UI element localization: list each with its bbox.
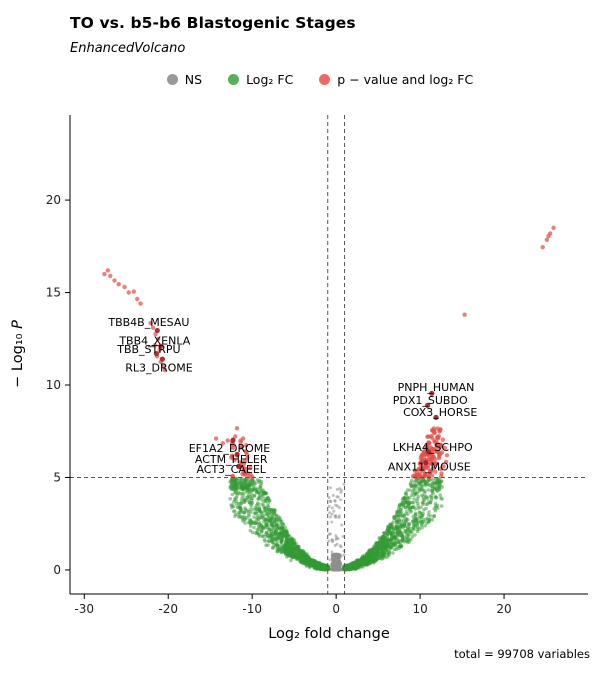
y-tick-label: 5: [53, 470, 61, 484]
gene-label: PDX1_SUBDO: [393, 394, 468, 407]
threshold-lines: [70, 115, 588, 594]
gene-label: TBB4_XENLA: [118, 335, 190, 348]
x-tick-label: 10: [412, 602, 427, 616]
legend-item: p − value and log₂ FC: [319, 72, 473, 87]
gene-label: LKHA4_SCHPO: [393, 441, 473, 454]
chart-subtitle: EnhancedVolcano: [70, 41, 186, 56]
y-tick-label: 20: [46, 193, 61, 207]
gene-label: EF1A2_DROME: [189, 442, 271, 455]
legend-item: NS: [166, 72, 203, 87]
x-tick-label: 0: [332, 602, 340, 616]
caption: total = 99708 variables: [454, 647, 590, 661]
gene-label: COX3_HORSE: [403, 406, 477, 419]
legend-label: NS: [184, 72, 203, 87]
gene-label: TBB_STRPU: [116, 343, 180, 356]
volcano-plot: Log₂ fold change − Log₁₀ P TBB4B_MESAUTB…: [10, 115, 588, 642]
x-tick-label: -30: [74, 602, 94, 616]
y-tick-label: 0: [53, 563, 61, 577]
gene-label: ANX11_MOUSE: [388, 460, 471, 473]
points-layer: [102, 225, 556, 572]
x-tick-label: -20: [158, 602, 178, 616]
legend: NS Log₂ FC p − value and log₂ FC: [40, 72, 600, 87]
legend-swatch-icon: [228, 74, 240, 85]
gene-label: ACT3_CAEEL: [196, 463, 266, 476]
chart-header: TO vs. b5-b6 Blastogenic Stages Enhanced…: [0, 0, 600, 56]
legend-item: Log₂ FC: [228, 72, 293, 87]
gene-label: PNPH_HUMAN: [398, 381, 475, 394]
legend-label: p − value and log₂ FC: [337, 72, 474, 87]
y-tick-label: 10: [46, 378, 61, 392]
gene-label: RL3_DROME: [125, 361, 193, 374]
chart-title: TO vs. b5-b6 Blastogenic Stages: [70, 14, 356, 32]
gene-label: ACTM_HELER: [195, 453, 268, 466]
x-axis-title: Log₂ fold change: [268, 626, 390, 642]
y-tick-label: 15: [46, 286, 61, 300]
x-tick-label: 20: [496, 602, 511, 616]
legend-label: Log₂ FC: [246, 72, 294, 87]
x-tick-label: -10: [242, 602, 262, 616]
legend-swatch-icon: [166, 74, 178, 85]
legend-swatch-icon: [319, 74, 331, 85]
gene-label: TBB4B_MESAU: [107, 316, 189, 329]
y-axis-title: − Log₁₀ P: [10, 320, 26, 388]
axes: -30 -20 -10 0 10 20 0 5 10 15 20: [46, 115, 588, 616]
ns-points: [327, 482, 346, 572]
labeled-points: [153, 327, 439, 469]
